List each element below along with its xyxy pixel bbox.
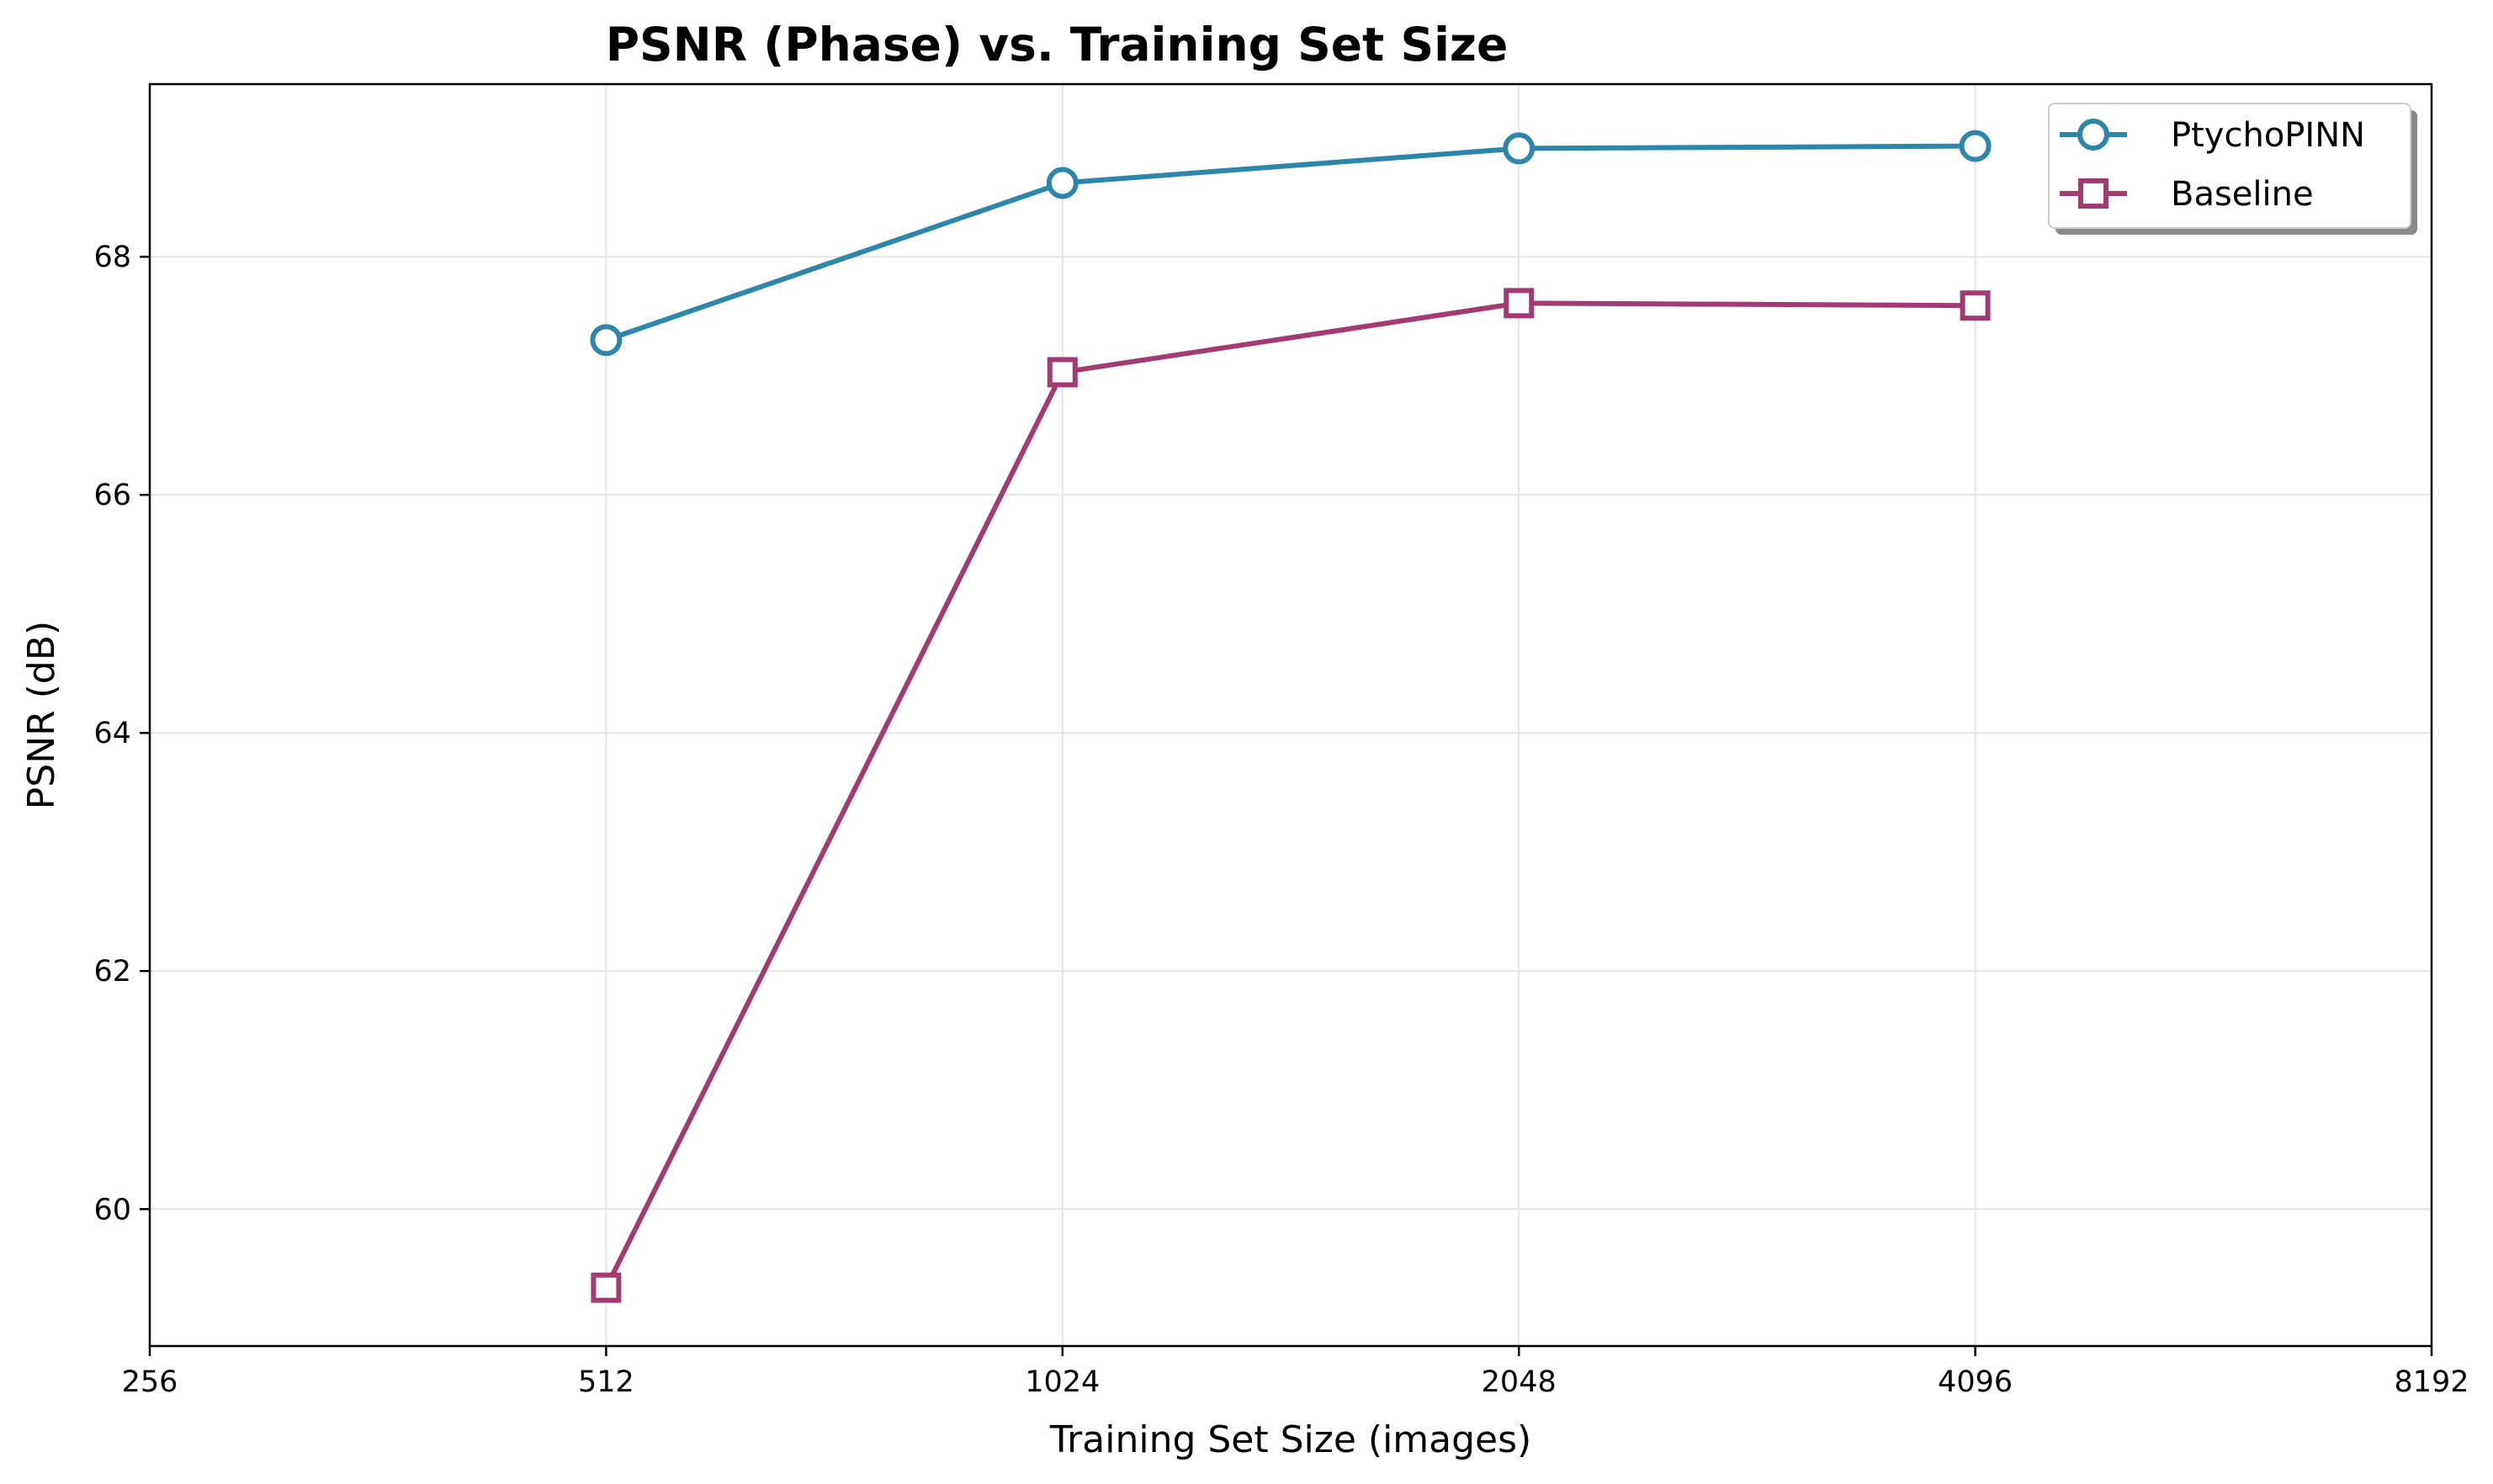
- plot-frame: [148, 82, 2433, 1348]
- series-layer: [590, 130, 1992, 1303]
- legend: PtychoPINN Baseline: [2048, 103, 2417, 235]
- ptychopinn-line: [605, 143, 1976, 343]
- y-axis-label: PSNR (dB): [20, 621, 63, 809]
- baseline-point: [1504, 288, 1535, 319]
- ptychopinn-point: [590, 324, 623, 357]
- baseline-line: [603, 300, 1976, 1289]
- x-tick-label: 256: [122, 1365, 178, 1399]
- x-tick-label: 2048: [1482, 1365, 1557, 1399]
- x-tick-label: 4096: [1938, 1365, 2013, 1399]
- y-tick-label: 68: [93, 241, 131, 274]
- baseline-point: [1047, 357, 1078, 388]
- legend-ptychopinn-marker: [2077, 119, 2109, 151]
- x-tick-label: 1024: [1025, 1365, 1100, 1399]
- x-tick-label: 8192: [2394, 1365, 2469, 1399]
- axis-ticks: 256 512 1024 2048 4096 8192 60 62 64 66 68: [93, 241, 2469, 1399]
- legend-ptychopinn-label: PtychoPINN: [2171, 116, 2365, 155]
- ptychopinn-point: [1503, 132, 1536, 165]
- y-tick-label: 64: [93, 717, 131, 750]
- legend-entries: PtychoPINN Baseline: [2060, 116, 2365, 214]
- x-axis-label: Training Set Size (images): [1049, 1418, 1531, 1461]
- y-tick-label: 62: [93, 955, 131, 988]
- grid-lines: [149, 84, 2432, 1346]
- legend-box: [2048, 103, 2411, 229]
- x-tick-label: 512: [578, 1365, 634, 1399]
- baseline-point: [591, 1272, 622, 1303]
- chart-title: PSNR (Phase) vs. Training Set Size: [606, 18, 1509, 72]
- y-tick-label: 66: [93, 479, 131, 512]
- y-tick-label: 60: [93, 1193, 131, 1227]
- legend-baseline-marker: [2078, 178, 2108, 209]
- ptychopinn-point: [1959, 130, 1992, 162]
- legend-baseline-label: Baseline: [2171, 175, 2314, 214]
- ptychopinn-point: [1046, 167, 1079, 199]
- baseline-point: [1960, 290, 1991, 321]
